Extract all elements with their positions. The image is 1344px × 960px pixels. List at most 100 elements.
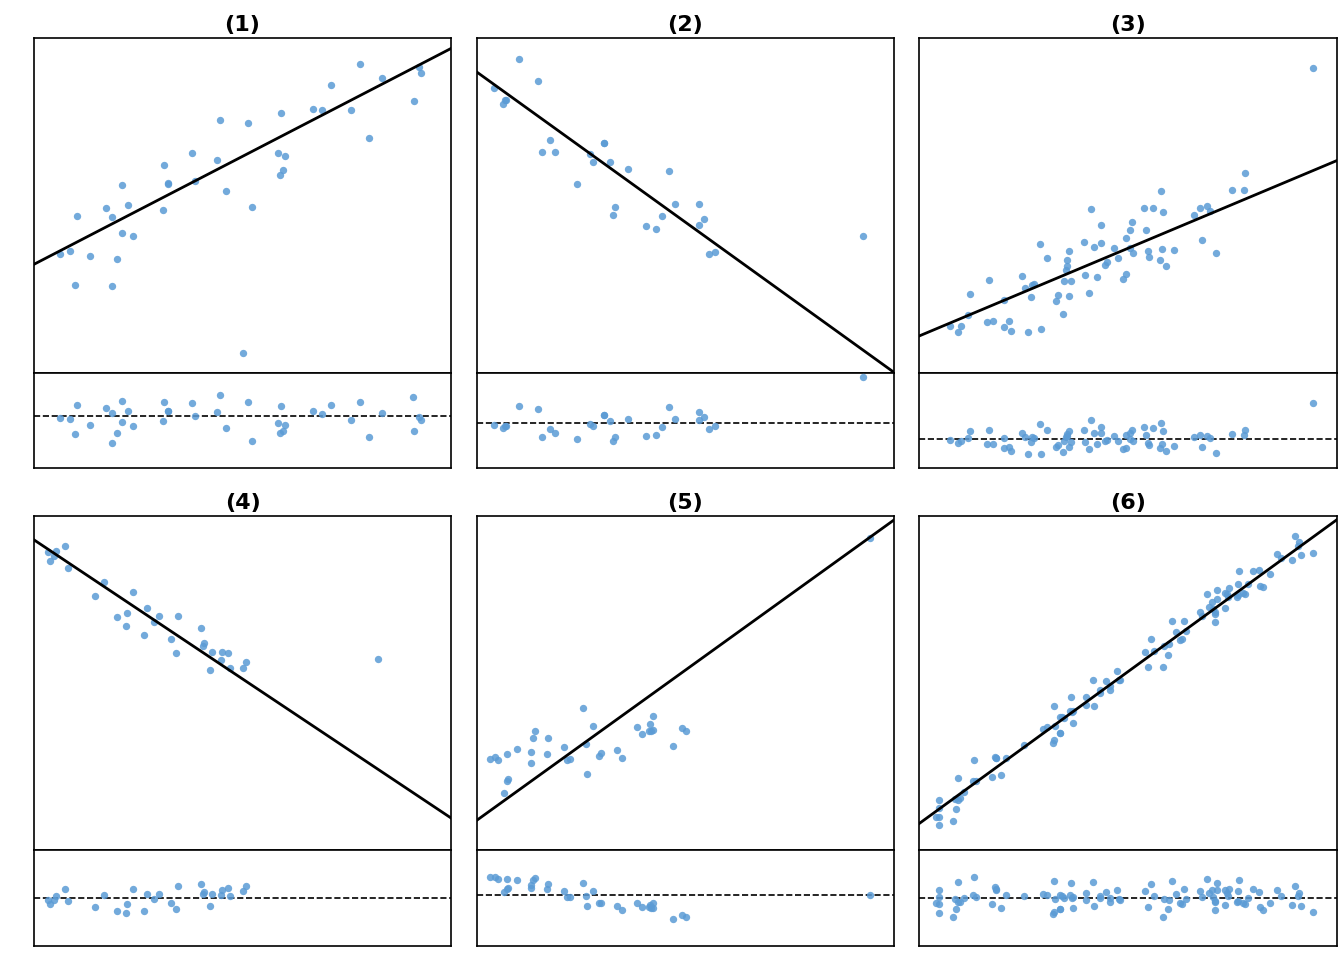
Point [1169, 632, 1191, 647]
Point [1137, 435, 1159, 450]
Point [948, 792, 969, 807]
Point [1152, 660, 1173, 675]
Point [122, 881, 144, 897]
Point [964, 869, 985, 884]
Point [106, 252, 128, 267]
Point [664, 411, 685, 426]
Point [949, 894, 970, 909]
Point [1196, 199, 1218, 214]
Point [79, 418, 101, 433]
Point [1171, 897, 1192, 912]
Point [1259, 566, 1281, 582]
Point [269, 425, 290, 441]
Point [1116, 230, 1137, 246]
Point [487, 872, 508, 887]
Point [964, 753, 985, 768]
Point [218, 645, 239, 660]
Point [497, 773, 519, 788]
Point [991, 900, 1012, 916]
Point [65, 277, 86, 293]
Point [1000, 324, 1021, 339]
Point [957, 431, 978, 446]
Point [1189, 604, 1211, 619]
Point [211, 882, 233, 898]
Point [630, 727, 652, 742]
Point [1047, 287, 1068, 302]
Point [540, 132, 562, 147]
Point [1134, 200, 1156, 215]
Point [1290, 899, 1312, 914]
Point [495, 93, 516, 108]
Title: (6): (6) [1110, 492, 1146, 513]
Point [106, 903, 128, 919]
Point [1060, 434, 1082, 449]
Point [642, 708, 664, 724]
Point [56, 894, 78, 909]
Point [233, 660, 254, 675]
Point [1152, 242, 1173, 257]
Point [219, 660, 241, 676]
Point [142, 614, 164, 630]
Point [118, 404, 140, 420]
Point [1157, 647, 1179, 662]
Point [1050, 901, 1071, 917]
Point [1137, 900, 1159, 915]
Point [1055, 429, 1077, 444]
Point [1199, 204, 1220, 219]
Point [1138, 437, 1160, 452]
Point [573, 701, 594, 716]
Point [1184, 206, 1206, 222]
Point [496, 872, 517, 887]
Point [1266, 546, 1288, 562]
Point [50, 410, 71, 425]
Point [1089, 891, 1110, 906]
Point [202, 886, 223, 901]
Point [1051, 888, 1073, 903]
Point [478, 752, 500, 767]
Point [122, 228, 144, 243]
Point [1149, 252, 1171, 268]
Point [1219, 581, 1241, 596]
Point [1302, 905, 1324, 921]
Point [1060, 876, 1082, 891]
Point [1051, 709, 1073, 725]
Point [1288, 539, 1309, 554]
Point [310, 103, 332, 118]
Point [39, 897, 60, 912]
Point [1134, 883, 1156, 899]
Point [640, 900, 661, 916]
Point [1226, 589, 1247, 605]
Point [1059, 704, 1081, 719]
Point [1023, 430, 1044, 445]
Title: (1): (1) [224, 15, 261, 36]
Point [852, 370, 874, 385]
Point [310, 406, 332, 421]
Point [1302, 60, 1324, 75]
Point [527, 401, 548, 417]
Point [403, 423, 425, 439]
Point [237, 395, 258, 410]
Point [1214, 882, 1235, 898]
Point [579, 147, 601, 162]
Point [1203, 601, 1224, 616]
Point [577, 766, 598, 781]
Point [1161, 612, 1183, 628]
Point [1137, 660, 1159, 675]
Point [531, 144, 552, 159]
Point [520, 881, 542, 897]
Point [1099, 891, 1121, 906]
Point [929, 818, 950, 833]
Point [508, 51, 530, 66]
Point [1107, 433, 1129, 448]
Point [1075, 697, 1097, 712]
Point [101, 278, 122, 294]
Point [233, 883, 254, 899]
Point [1113, 271, 1134, 286]
Point [1055, 262, 1077, 277]
Point [1138, 249, 1160, 264]
Point [536, 882, 558, 898]
Point [112, 394, 133, 409]
Point [1074, 422, 1095, 438]
Point [1120, 431, 1141, 446]
Point [157, 176, 179, 191]
